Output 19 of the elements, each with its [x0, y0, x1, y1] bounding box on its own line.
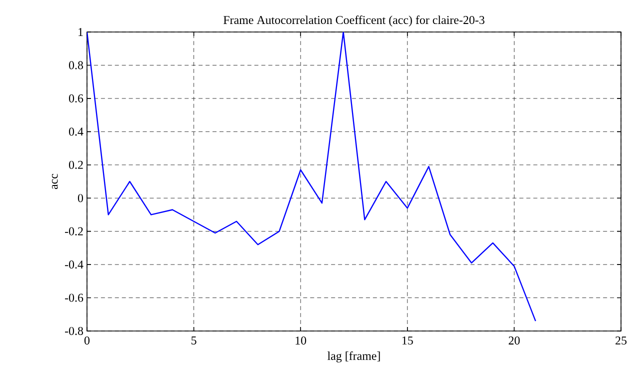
- y-tick-label: -0.8: [64, 326, 84, 336]
- chart-title: Frame Autocorrelation Coefficent (acc) for claire-20-3: [224, 16, 484, 26]
- y-tick-label: -0.4: [64, 260, 84, 269]
- x-tick-label: 0: [84, 336, 90, 345]
- y-tick-label: 1: [78, 28, 83, 36]
- y-tick-label: 0.6: [68, 94, 84, 103]
- x-tick-label: 20: [508, 336, 520, 345]
- y-tick-label: 0.8: [68, 61, 84, 70]
- y-axis-title: acc: [52, 174, 58, 190]
- y-tick-label: 0.4: [68, 128, 84, 136]
- x-tick-label: 25: [616, 336, 627, 345]
- y-tick-label: -0.6: [64, 294, 84, 302]
- y-tick-label: 0.2: [68, 160, 83, 169]
- x-tick-label: 15: [402, 336, 413, 345]
- y-tick-label: 0: [78, 194, 84, 202]
- x-tick-label: 10: [296, 336, 306, 345]
- y-tick-label: -0.2: [64, 227, 83, 236]
- x-tick-label: 5: [192, 336, 196, 344]
- x-axis-title: lag [frame]: [328, 351, 380, 362]
